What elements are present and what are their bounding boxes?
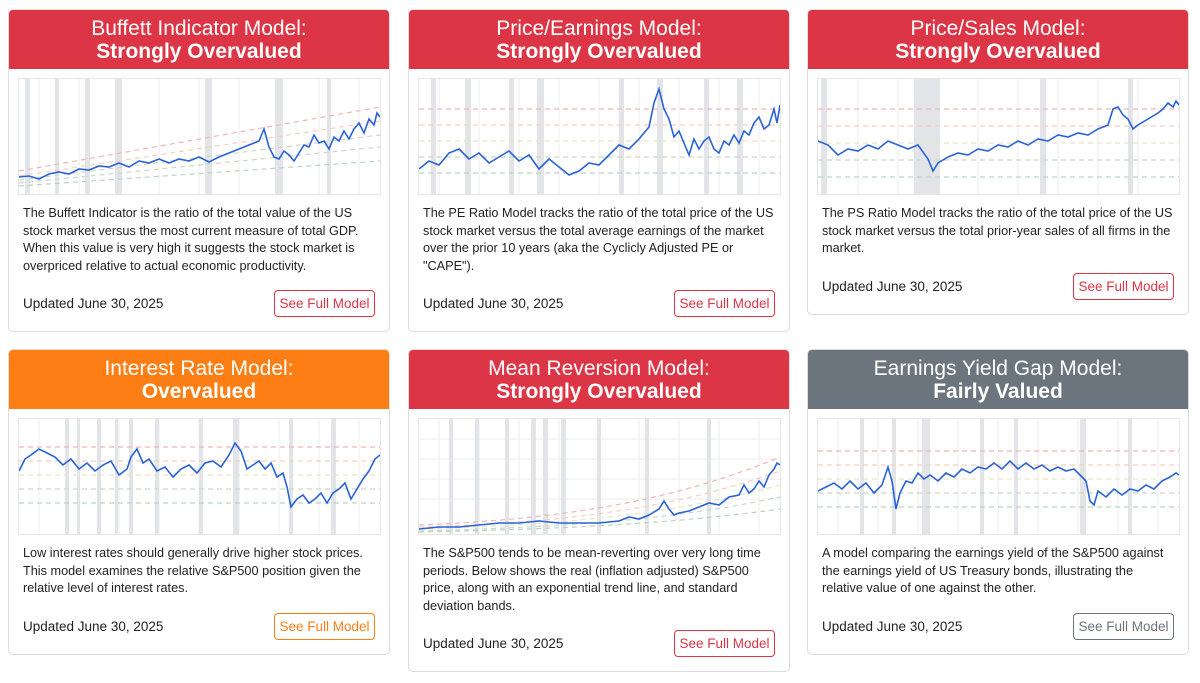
model-chart-thumbnail <box>817 418 1180 535</box>
model-chart-thumbnail <box>418 418 781 535</box>
card-description: Low interest rates should generally driv… <box>23 546 363 595</box>
card-footer: Updated June 30, 2025 See Full Model <box>23 290 375 318</box>
card-status: Strongly Overvalued <box>496 380 702 403</box>
card-description: The PE Ratio Model tracks the ratio of t… <box>423 206 774 273</box>
series-line <box>818 459 1179 510</box>
chart-svg <box>19 79 380 194</box>
series-line <box>419 461 780 530</box>
see-full-model-button[interactable]: See Full Model <box>1073 273 1174 300</box>
series-line <box>19 111 380 180</box>
card-title: Price/Earnings Model: <box>496 17 702 40</box>
updated-date: Updated June 30, 2025 <box>423 636 564 651</box>
chart-svg <box>419 79 780 194</box>
card-status: Strongly Overvalued <box>895 40 1101 63</box>
updated-date: Updated June 30, 2025 <box>423 296 564 311</box>
model-chart-thumbnail <box>18 418 381 535</box>
series-line <box>419 86 780 176</box>
card-status: Overvalued <box>141 380 257 403</box>
card-title: Earnings Yield Gap Model: <box>873 357 1123 380</box>
chart-svg <box>19 419 380 534</box>
see-full-model-button[interactable]: See Full Model <box>674 630 775 657</box>
chart-svg <box>419 419 780 534</box>
card-status: Strongly Overvalued <box>496 40 702 63</box>
model-card-price-sales: Price/Sales Model: Strongly Overvalued <box>807 9 1189 315</box>
card-description: The PS Ratio Model tracks the ratio of t… <box>822 206 1173 255</box>
updated-date: Updated June 30, 2025 <box>23 619 164 634</box>
see-full-model-button[interactable]: See Full Model <box>1073 613 1174 640</box>
card-header: Mean Reversion Model: Strongly Overvalue… <box>409 350 789 409</box>
chart-svg <box>818 419 1179 534</box>
card-title: Interest Rate Model: <box>104 357 294 380</box>
model-card-buffett: Buffett Indicator Model: Strongly Overva… <box>8 9 390 332</box>
card-title: Buffett Indicator Model: <box>91 17 307 40</box>
series-line <box>19 441 380 509</box>
card-description: A model comparing the earnings yield of … <box>822 546 1164 595</box>
card-status: Strongly Overvalued <box>96 40 302 63</box>
model-chart-thumbnail <box>18 78 381 195</box>
chart-svg <box>818 79 1179 194</box>
card-footer: Updated June 30, 2025 See Full Model <box>423 290 775 318</box>
card-status: Fairly Valued <box>933 380 1063 403</box>
see-full-model-button[interactable]: See Full Model <box>274 290 375 317</box>
card-title: Price/Sales Model: <box>910 17 1086 40</box>
card-title: Mean Reversion Model: <box>488 357 710 380</box>
see-full-model-button[interactable]: See Full Model <box>674 290 775 317</box>
model-card-earnings-yield-gap: Earnings Yield Gap Model: Fairly Valued <box>807 349 1189 655</box>
updated-date: Updated June 30, 2025 <box>23 296 164 311</box>
card-footer: Updated June 30, 2025 See Full Model <box>822 613 1174 641</box>
updated-date: Updated June 30, 2025 <box>822 619 963 634</box>
card-footer: Updated June 30, 2025 See Full Model <box>23 613 375 641</box>
card-footer: Updated June 30, 2025 See Full Model <box>822 273 1174 301</box>
model-chart-thumbnail <box>418 78 781 195</box>
model-card-interest-rate: Interest Rate Model: Overvalued <box>8 349 390 655</box>
card-description: The S&P500 tends to be mean-reverting ov… <box>423 546 761 613</box>
model-card-mean-reversion: Mean Reversion Model: Strongly Overvalue… <box>408 349 790 672</box>
card-header: Interest Rate Model: Overvalued <box>9 350 389 409</box>
card-description: The Buffett Indicator is the ratio of th… <box>23 206 359 273</box>
see-full-model-button[interactable]: See Full Model <box>274 613 375 640</box>
series-line <box>818 99 1179 173</box>
model-card-price-earnings: Price/Earnings Model: Strongly Overvalue… <box>408 9 790 332</box>
model-chart-thumbnail <box>817 78 1180 195</box>
card-header: Buffett Indicator Model: Strongly Overva… <box>9 10 389 69</box>
updated-date: Updated June 30, 2025 <box>822 279 963 294</box>
card-header: Price/Sales Model: Strongly Overvalued <box>808 10 1188 69</box>
card-footer: Updated June 30, 2025 See Full Model <box>423 630 775 658</box>
card-header: Earnings Yield Gap Model: Fairly Valued <box>808 350 1188 409</box>
card-header: Price/Earnings Model: Strongly Overvalue… <box>409 10 789 69</box>
